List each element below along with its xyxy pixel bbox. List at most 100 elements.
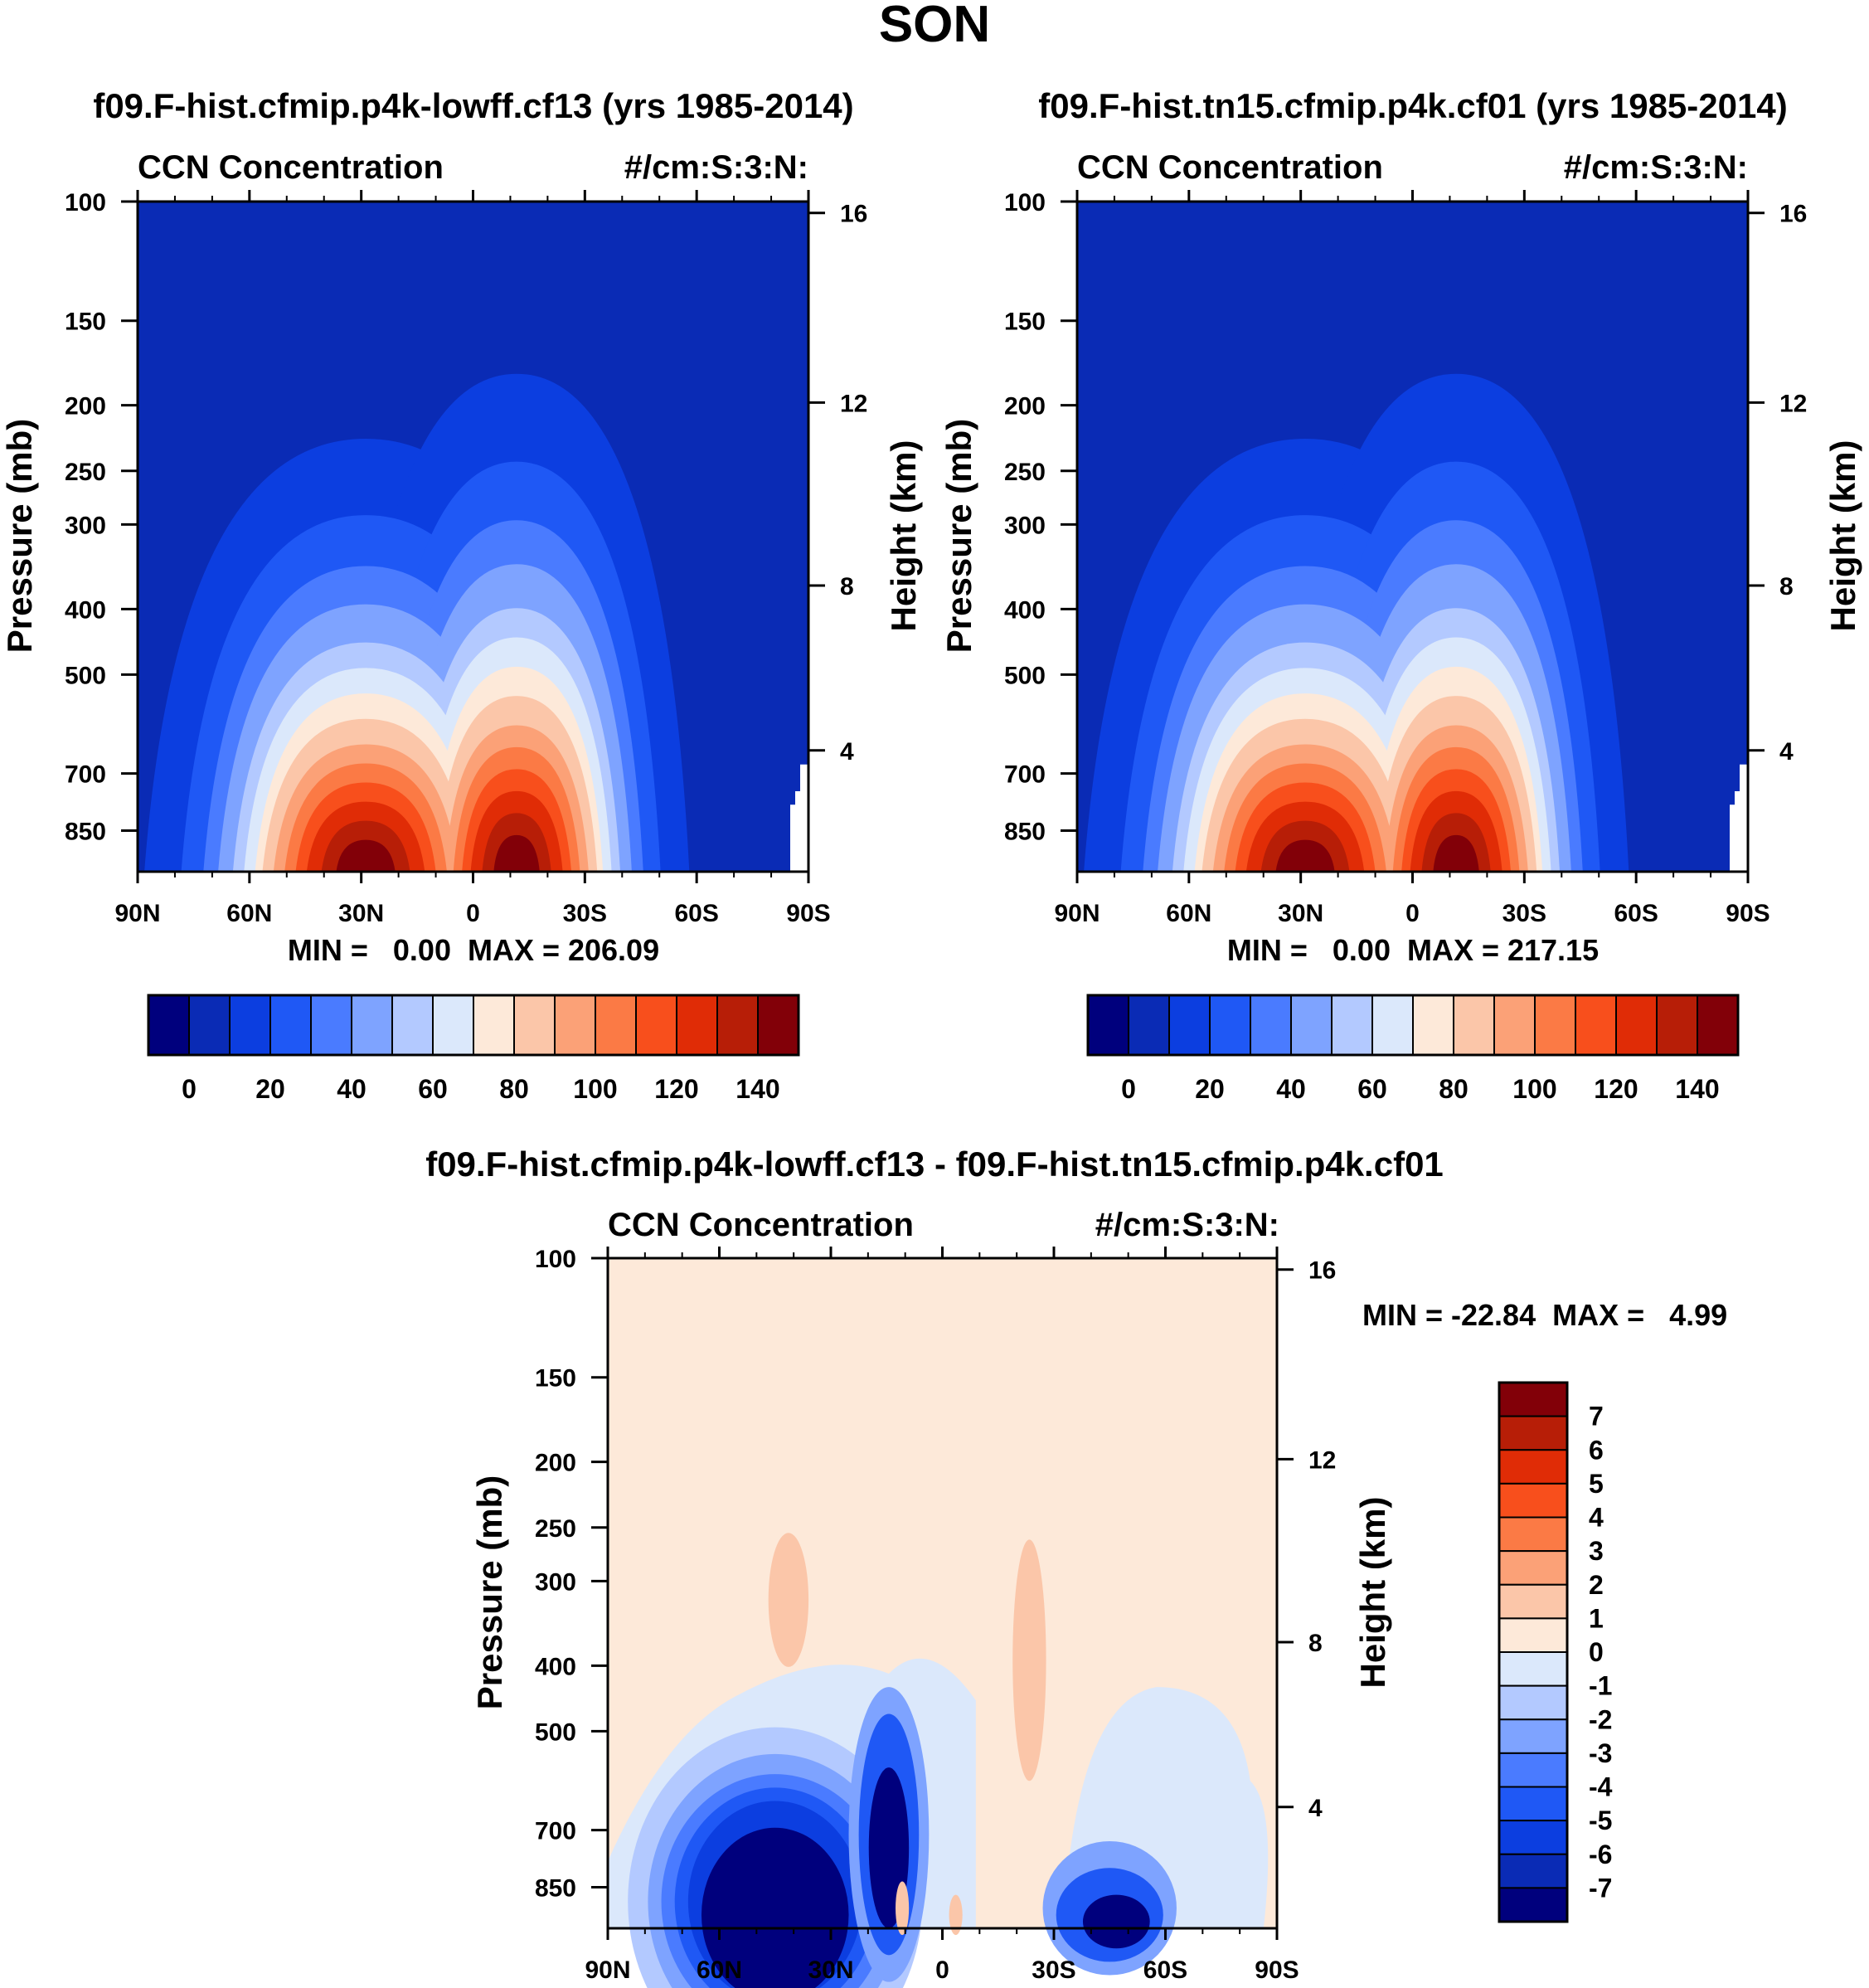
colorbar-box xyxy=(188,994,231,1056)
panel-2-colorbar: 0 20 40 60 80 100 120 140 xyxy=(1086,994,1740,1104)
colorbar-label: 0 xyxy=(182,1074,197,1104)
contour-band xyxy=(493,834,540,872)
y-tick-label: 400 xyxy=(535,1653,576,1680)
contour-band xyxy=(701,1827,849,1988)
colorbar-box xyxy=(1498,1482,1568,1519)
colorbar-box xyxy=(1697,994,1739,1056)
x-tick-label: 90S xyxy=(786,900,830,927)
colorbar-label: 60 xyxy=(1357,1074,1387,1104)
colorbar-box xyxy=(310,994,352,1056)
y-right-tick-label: 12 xyxy=(1308,1446,1336,1474)
panel-2-stats: MIN = 0.00 MAX = 217.15 xyxy=(1227,933,1599,967)
x-tick-label: 0 xyxy=(466,900,480,927)
colorbar-box xyxy=(554,994,596,1056)
colorbar-label: 80 xyxy=(499,1074,529,1104)
x-tick-label: 60S xyxy=(674,900,718,927)
colorbar-box xyxy=(1371,994,1414,1056)
colorbar-box xyxy=(513,994,556,1056)
y-tick-label: 250 xyxy=(1004,459,1046,486)
y-tick-label: 150 xyxy=(1004,309,1046,336)
y-tick-label: 250 xyxy=(65,459,106,486)
x-tick-label: 60N xyxy=(697,1956,742,1984)
colorbar-label: 1 xyxy=(1589,1603,1604,1633)
contour-band xyxy=(768,1533,809,1667)
contour-band xyxy=(896,1881,910,1936)
colorbar-box xyxy=(269,994,312,1056)
panel-1-stats: MIN = 0.00 MAX = 206.09 xyxy=(288,933,659,967)
x-tick-label: 60N xyxy=(1166,900,1211,927)
panel-2-ylabel: Pressure (mb) xyxy=(939,419,978,653)
y-tick-label: 700 xyxy=(65,761,106,789)
colorbar-label: 4 xyxy=(1589,1503,1604,1533)
colorbar-label: 100 xyxy=(1512,1074,1556,1104)
x-tick-label: 0 xyxy=(935,1956,949,1984)
colorbar-label: 40 xyxy=(1276,1074,1306,1104)
x-tick-label: 30N xyxy=(338,900,384,927)
colorbar-box xyxy=(1498,1550,1568,1586)
colorbar-label: -5 xyxy=(1589,1806,1612,1835)
x-tick-label: 60S xyxy=(1143,1956,1187,1984)
colorbar-label: -7 xyxy=(1589,1873,1612,1903)
x-tick-label: 90S xyxy=(1726,900,1769,927)
y-tick-label: 300 xyxy=(535,1568,576,1596)
colorbar-box xyxy=(1209,994,1251,1056)
colorbar-label: 40 xyxy=(337,1074,367,1104)
x-tick-label: 60S xyxy=(1614,900,1658,927)
panel-2-title: f09.F-hist.tn15.cfmip.p4k.cf01 (yrs 1985… xyxy=(1038,86,1787,125)
y-tick-label: 850 xyxy=(535,1874,576,1902)
colorbar-box xyxy=(473,994,515,1056)
y-right-tick-label: 16 xyxy=(1779,201,1807,228)
y-tick-label: 400 xyxy=(65,596,106,624)
x-tick-label: 30S xyxy=(563,900,607,927)
contour-band xyxy=(949,1894,963,1936)
colorbar-box xyxy=(1498,1752,1568,1788)
colorbar-label: 20 xyxy=(1195,1074,1225,1104)
contour-band xyxy=(336,839,396,872)
y-right-tick-label: 16 xyxy=(840,201,867,228)
y-right-tick-label: 8 xyxy=(840,573,854,600)
colorbar-label: 120 xyxy=(654,1074,698,1104)
colorbar-label: 0 xyxy=(1589,1637,1604,1667)
colorbar-box xyxy=(1498,1887,1568,1922)
colorbar-label: 120 xyxy=(1594,1074,1638,1104)
x-tick-label: 30S xyxy=(1032,1956,1075,1984)
colorbar-box xyxy=(1656,994,1698,1056)
colorbar-frame xyxy=(1498,1381,1569,1923)
y-right-tick-label: 12 xyxy=(840,390,867,417)
y-tick-label: 700 xyxy=(1004,761,1046,789)
colorbar-box xyxy=(1290,994,1333,1056)
colorbar-box xyxy=(1615,994,1658,1056)
colorbar-box xyxy=(757,994,799,1056)
y-tick-label: 500 xyxy=(1004,662,1046,689)
x-tick-label: 0 xyxy=(1405,900,1420,927)
panel-3-right-string: #/cm:S:3:N: xyxy=(1095,1207,1279,1243)
y-tick-label: 150 xyxy=(535,1365,576,1393)
colorbar-label: 140 xyxy=(1675,1074,1719,1104)
y-tick-label: 400 xyxy=(1004,596,1046,624)
colorbar-label: 7 xyxy=(1589,1402,1604,1431)
colorbar-label: 6 xyxy=(1589,1435,1604,1465)
figure-title: SON xyxy=(879,0,990,53)
x-tick-label: 60N xyxy=(226,900,272,927)
colorbar-box xyxy=(1087,994,1129,1056)
y-right-tick-label: 16 xyxy=(1308,1257,1336,1285)
colorbar-label: 5 xyxy=(1589,1469,1604,1499)
colorbar-box xyxy=(1498,1415,1568,1451)
y-right-tick-label: 4 xyxy=(1308,1795,1323,1822)
x-tick-label: 90N xyxy=(585,1956,630,1984)
y-tick-label: 200 xyxy=(65,393,106,420)
x-tick-label: 30N xyxy=(808,1956,853,1984)
colorbar-box xyxy=(1453,994,1495,1056)
x-tick-label: 90S xyxy=(1255,1956,1299,1984)
colorbar-label: 2 xyxy=(1589,1570,1604,1600)
colorbar-box xyxy=(595,994,637,1056)
colorbar-box xyxy=(676,994,718,1056)
contour-band xyxy=(1012,1539,1046,1781)
y-tick-label: 300 xyxy=(1004,512,1046,539)
colorbar-box xyxy=(432,994,474,1056)
colorbar-box xyxy=(1250,994,1292,1056)
topography-mask xyxy=(790,764,808,872)
y-tick-label: 100 xyxy=(535,1246,576,1273)
y-tick-label: 850 xyxy=(65,818,106,845)
colorbar-box xyxy=(1412,994,1454,1056)
